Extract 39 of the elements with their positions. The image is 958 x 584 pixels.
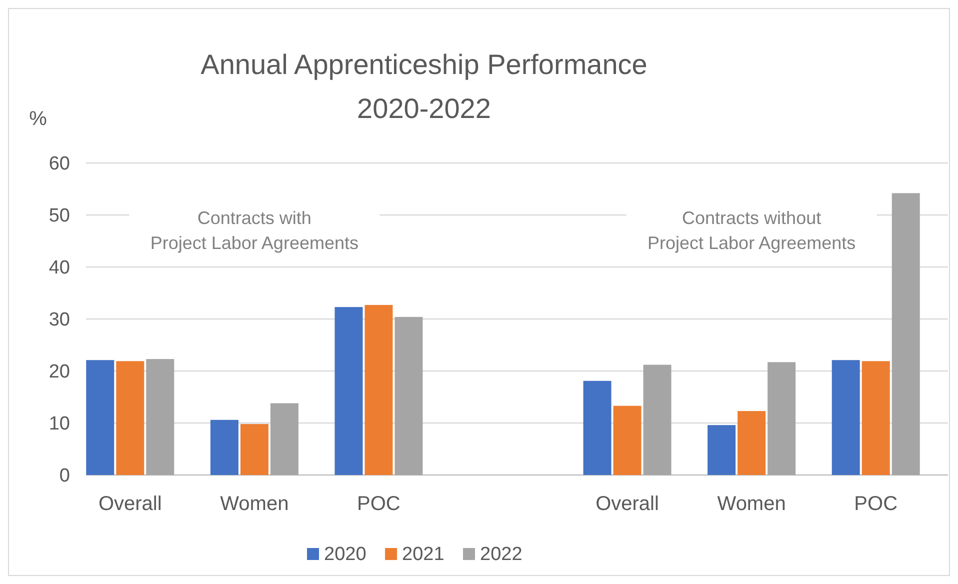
- chart-title: Annual Apprenticeship Performance: [200, 49, 648, 80]
- bar: [270, 403, 298, 475]
- y-tick-label: 50: [48, 206, 70, 227]
- bar: [738, 411, 766, 475]
- x-tick-label: Women: [220, 493, 289, 515]
- y-tick-label: 30: [48, 310, 70, 331]
- x-tick-label: Overall: [98, 493, 162, 515]
- bar: [708, 425, 736, 475]
- bar: [210, 420, 238, 475]
- x-tick-label: POC: [854, 493, 898, 515]
- x-tick-label: Overall: [596, 493, 659, 515]
- legend-label: 2022: [480, 544, 522, 565]
- y-axis-title: %: [29, 108, 48, 130]
- bar: [334, 307, 363, 475]
- bar: [768, 362, 796, 475]
- y-tick-label: 20: [48, 362, 70, 383]
- chart-subtitle: 2020-2022: [357, 93, 491, 124]
- y-tick-label: 10: [48, 414, 70, 435]
- bar: [116, 361, 144, 475]
- annotation: Contracts without Project Labor Agreements: [648, 208, 856, 253]
- bar: [613, 406, 642, 475]
- y-tick-label: 40: [48, 258, 70, 279]
- y-tick-label: 60: [48, 154, 70, 175]
- bar: [86, 360, 114, 475]
- bar: [583, 380, 612, 475]
- y-tick-label: 0: [59, 466, 70, 487]
- legend-label: 2021: [402, 544, 444, 565]
- bar: [394, 316, 423, 475]
- bar: [892, 193, 920, 475]
- bar: [862, 361, 890, 475]
- bar: [146, 359, 174, 475]
- bar: [240, 424, 268, 475]
- x-tick-label: Women: [717, 493, 786, 515]
- bar: [364, 304, 393, 475]
- bar: [832, 360, 860, 475]
- annotation: Contracts with Project Labor Agreements: [150, 208, 358, 253]
- legend-label: 2020: [324, 544, 366, 565]
- x-tick-label: POC: [357, 493, 400, 515]
- bar: [643, 364, 672, 475]
